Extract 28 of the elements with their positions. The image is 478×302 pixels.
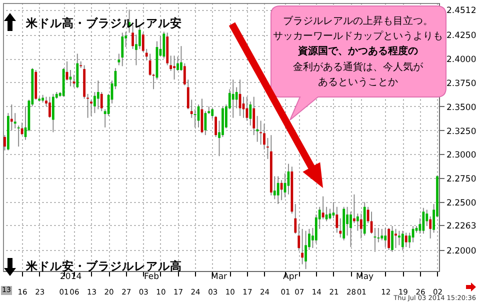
candlestick: [404, 232, 408, 248]
candlestick: [398, 230, 400, 246]
text: Feb: [144, 272, 160, 282]
y-tick-label: 2.4512: [446, 6, 476, 16]
text: 2014: [60, 272, 82, 282]
y-tick-label: 2.3250: [446, 126, 476, 137]
y-tick-label: 2.2263: [446, 221, 476, 232]
annotation: あるということか: [318, 77, 398, 88]
y-tick-label: 2.3500: [446, 102, 476, 113]
y-tick-label: 2.3750: [446, 78, 476, 89]
y-tick-label: 2.3000: [446, 150, 476, 161]
y-tick-label: 2.2500: [446, 198, 476, 209]
candlestick: [322, 196, 324, 220]
candlestick: [380, 228, 384, 241]
annotation: サッカーワールドカップというよりも: [273, 31, 443, 42]
y-tick-label: 2.4000: [446, 55, 476, 66]
annotation: 資源国で、かつある程度の: [298, 46, 418, 57]
annotation: 金利がある通貨は、今人気が: [293, 62, 423, 73]
annotation: 米ドル安・ブラジルレアル高: [26, 259, 182, 273]
candlestick: [280, 180, 283, 201]
candlestick: [394, 228, 397, 249]
y-tick-label: 2.4250: [446, 31, 476, 42]
candlestick: [426, 209, 428, 227]
annotation: 米ドル高・ブラジルレアル安: [26, 16, 182, 30]
y-tick-label: 2.2750: [446, 174, 476, 185]
annotation: ブラジルレアルの上昇も目立つ。: [283, 16, 433, 27]
candlestick: [170, 55, 172, 72]
y-tick-label: 2.2000: [446, 246, 476, 256]
